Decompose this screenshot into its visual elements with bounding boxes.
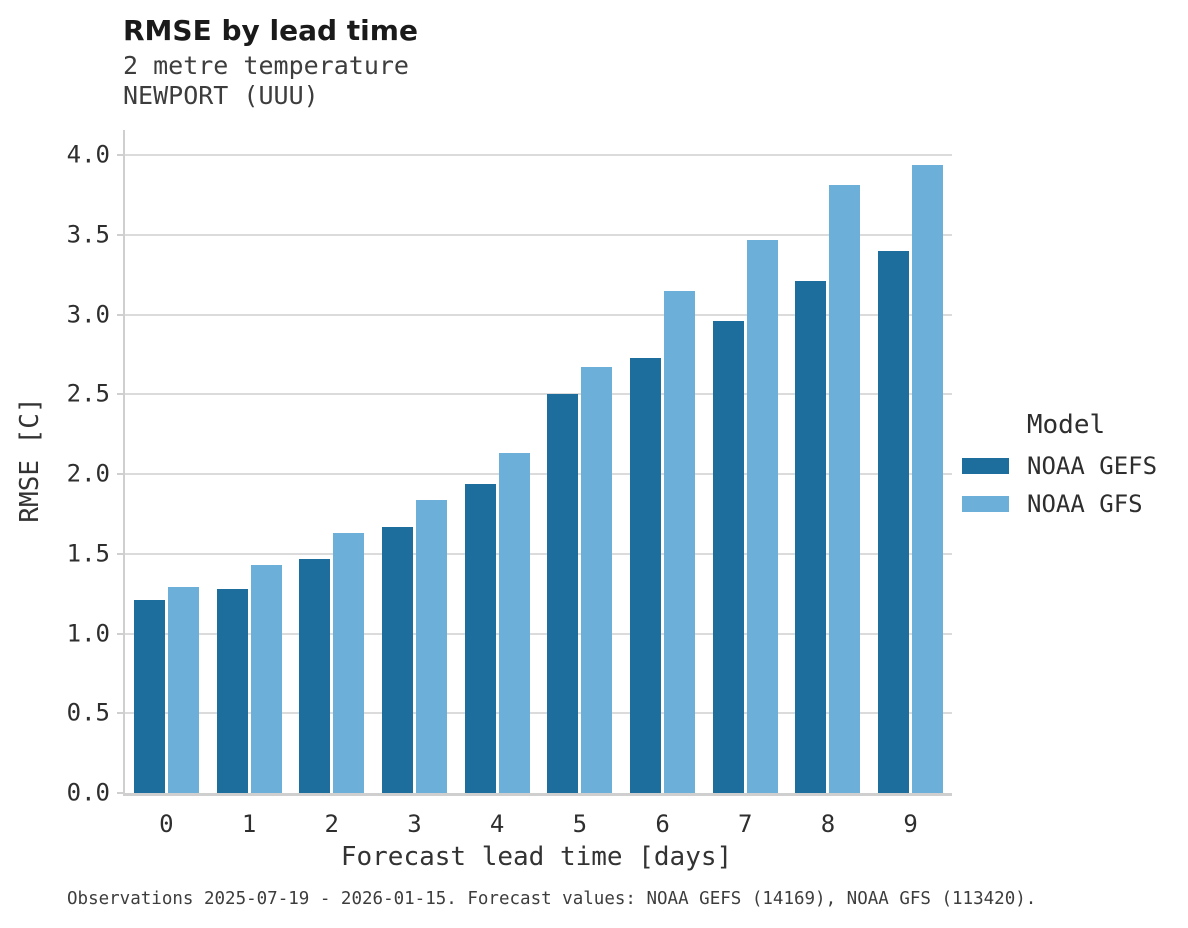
bar-group-lead-7: [704, 130, 787, 793]
bar-group-lead-4: [456, 130, 539, 793]
x-axis-title: Forecast lead time [days]: [340, 842, 733, 872]
legend-items: NOAA GEFS NOAA GFS: [962, 452, 1170, 518]
x-tick-label-4: 4: [489, 810, 505, 838]
x-tick-label-5: 5: [572, 810, 588, 838]
bar-noaa-gefs-lead-6: [630, 357, 662, 793]
bar-noaa-gfs-lead-1: [250, 564, 282, 793]
bar-noaa-gfs-lead-6: [664, 290, 696, 793]
y-tick-mark-3.5: [117, 233, 123, 236]
legend-swatch-icon: [962, 496, 1009, 512]
y-tick-mark-3.0: [117, 313, 123, 316]
bar-noaa-gfs-lead-0: [167, 587, 199, 793]
x-tick-label-9: 9: [903, 810, 918, 838]
gridline-y-3.5: [125, 233, 952, 236]
bar-noaa-gfs-lead-3: [415, 499, 447, 793]
bar-noaa-gefs-lead-9: [878, 250, 910, 793]
bar-noaa-gfs-lead-4: [498, 453, 530, 793]
x-tick-label-1: 1: [241, 810, 257, 838]
gridline-y-4.0: [125, 154, 952, 156]
y-tick-label-4.0: 4.0: [66, 140, 110, 169]
bar-noaa-gefs-lead-4: [464, 483, 496, 793]
legend: Model NOAA GEFS NOAA GFS: [962, 410, 1170, 528]
y-tick-mark-4.0: [117, 154, 123, 156]
bar-groups: [125, 130, 952, 793]
y-tick-label-0.0: 0.0: [66, 778, 110, 807]
gridline-y-2.5: [125, 393, 952, 396]
bar-noaa-gefs-lead-0: [133, 600, 165, 793]
gridline-y-0.5: [125, 712, 952, 715]
gridline-y-1.5: [125, 552, 952, 555]
y-tick-mark-2.5: [117, 393, 123, 396]
x-tick-label-0: 0: [159, 810, 174, 838]
legend-label: NOAA GFS: [1027, 490, 1143, 518]
gridline-y-2.0: [125, 473, 952, 475]
bar-group-lead-8: [787, 130, 870, 793]
gridline-y-3.0: [125, 313, 952, 316]
x-tick-label-7: 7: [738, 810, 753, 838]
bar-noaa-gefs-lead-1: [216, 588, 248, 793]
y-tick-mark-1.5: [117, 552, 123, 555]
bar-group-lead-0: [125, 130, 208, 793]
legend-item-noaa-gfs: NOAA GFS: [962, 490, 1170, 518]
legend-title: Model: [1026, 410, 1106, 440]
y-tick-label-2.0: 2.0: [66, 459, 110, 488]
bar-group-lead-2: [290, 130, 373, 793]
bar-group-lead-9: [869, 130, 952, 793]
gridline-y-1.0: [125, 632, 952, 635]
y-tick-label-2.5: 2.5: [66, 379, 110, 408]
y-axis-tick-labels: 0.0 0.5 1.0 1.5 2.0 2.5 3.0 3.5 4.0: [0, 130, 110, 806]
bar-noaa-gefs-lead-7: [712, 320, 744, 793]
y-tick-label-1.5: 1.5: [66, 539, 110, 568]
bar-noaa-gefs-lead-2: [299, 558, 331, 793]
bar-group-lead-6: [621, 130, 704, 793]
legend-swatch-icon: [962, 458, 1009, 474]
bar-group-lead-3: [373, 130, 456, 793]
bar-noaa-gefs-lead-3: [381, 526, 413, 793]
footer-caption: Observations 2025-07-19 - 2026-01-15. Fo…: [67, 889, 1037, 909]
y-tick-label-3.5: 3.5: [66, 220, 110, 249]
x-tick-label-8: 8: [820, 810, 836, 838]
x-tick-label-2: 2: [324, 810, 339, 838]
plot-panel: 0 1 2 3 4 5 6 7 8 9: [117, 130, 952, 838]
y-tick-mark-2.0: [117, 473, 123, 475]
bar-noaa-gfs-lead-8: [829, 185, 861, 793]
y-tick-mark-0.0: [117, 792, 123, 794]
chart-subtitle-station: NEWPORT (UUU): [123, 81, 319, 110]
y-tick-mark-1.0: [117, 632, 123, 635]
chart-title: RMSE by lead time: [123, 14, 418, 47]
y-tick-mark-0.5: [117, 712, 123, 715]
bar-group-lead-5: [539, 130, 622, 793]
chart-subtitle-variable: 2 metre temperature: [123, 51, 409, 80]
x-tick-label-3: 3: [407, 810, 422, 838]
bar-noaa-gfs-lead-9: [912, 164, 944, 793]
legend-label: NOAA GEFS: [1027, 452, 1158, 480]
x-tick-label-6: 6: [655, 810, 670, 838]
bar-noaa-gefs-lead-5: [547, 394, 579, 793]
y-tick-label-1.0: 1.0: [66, 618, 110, 647]
y-tick-label-0.5: 0.5: [66, 698, 110, 727]
bar-noaa-gfs-lead-2: [333, 533, 365, 793]
bar-noaa-gfs-lead-5: [581, 367, 613, 793]
legend-item-noaa-gefs: NOAA GEFS: [962, 452, 1170, 480]
bar-group-lead-1: [208, 130, 291, 793]
y-tick-label-3.0: 3.0: [66, 299, 110, 328]
bar-noaa-gfs-lead-7: [746, 239, 778, 793]
bar-noaa-gefs-lead-8: [795, 281, 827, 793]
